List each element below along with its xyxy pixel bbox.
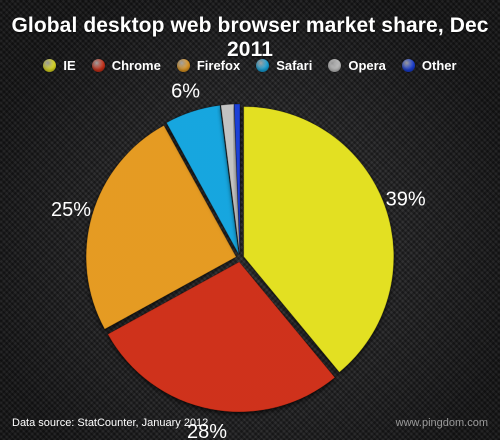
legend-label-ie: IE: [63, 58, 76, 73]
legend-label-chrome: Chrome: [111, 58, 161, 73]
legend-item-other: Other: [401, 58, 457, 73]
data-label-firefox: 25%: [51, 199, 91, 221]
data-label-safari: 6%: [171, 81, 200, 103]
pie-slice-shade-ie: [243, 106, 394, 373]
legend-item-opera: Opera: [328, 58, 386, 73]
legend-label-firefox: Firefox: [196, 58, 241, 73]
legend-swatch-safari: [256, 59, 270, 72]
data-source-note: Data source: StatCounter, January 2012: [12, 417, 209, 429]
credit-note: www.pingdom.com: [395, 417, 488, 429]
legend-label-opera: Opera: [348, 58, 386, 73]
legend-item-safari: Safari: [256, 58, 312, 73]
legend-label-other: Other: [421, 58, 457, 73]
legend-item-chrome: Chrome: [91, 58, 161, 73]
data-label-ie: 39%: [386, 188, 426, 210]
pie-slice-shade-chrome: [107, 261, 335, 412]
legend-swatch-other: [401, 59, 415, 72]
legend-swatch-opera: [328, 59, 342, 72]
legend-label-safari: Safari: [276, 58, 313, 73]
legend-item-ie: IE: [43, 58, 76, 73]
legend-swatch-chrome: [91, 59, 105, 72]
pie-slice-shade-firefox: [86, 125, 237, 330]
chart-legend: IE Chrome Firefox Safari Opera Other: [0, 58, 500, 73]
legend-item-firefox: Firefox: [176, 58, 241, 73]
pie-slice-shade-safari: [166, 105, 239, 255]
legend-swatch-ie: [43, 59, 57, 72]
pie-slice-shade-other: [234, 104, 240, 255]
legend-swatch-firefox: [176, 59, 190, 72]
pie-slice-shade-opera: [220, 104, 240, 255]
chart-title: Global desktop web browser market share,…: [11, 14, 489, 61]
data-label-chrome: 28%: [187, 421, 227, 440]
